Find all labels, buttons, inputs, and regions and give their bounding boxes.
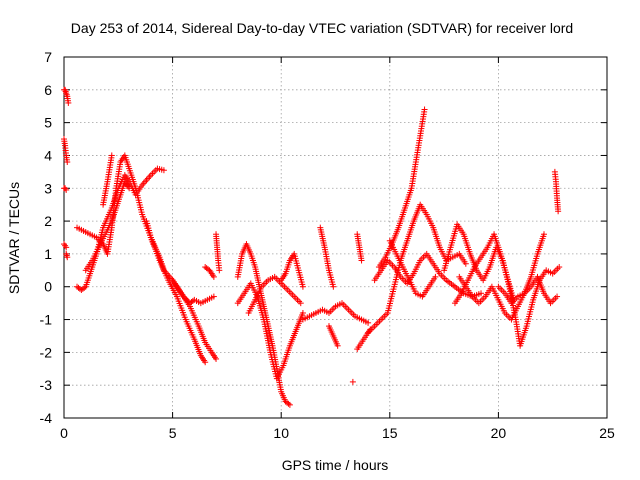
- y-tick-label: 4: [44, 147, 52, 163]
- y-tick-label: 0: [44, 279, 52, 295]
- data-point: [365, 319, 372, 326]
- data-point: [330, 283, 337, 290]
- data-point: [358, 257, 365, 264]
- gridlines: [64, 57, 607, 418]
- data-point: [421, 106, 428, 113]
- x-tick-label: 5: [169, 425, 177, 441]
- data-point: [349, 378, 356, 385]
- data-point: [541, 231, 548, 238]
- data-point: [160, 167, 167, 174]
- y-tick-label: -4: [40, 410, 53, 426]
- data-point: [297, 300, 304, 307]
- x-tick-label: 15: [382, 425, 398, 441]
- data-point: [108, 152, 115, 159]
- data-point: [556, 264, 563, 271]
- data-point: [210, 293, 217, 300]
- data-point: [126, 185, 133, 192]
- data-point: [216, 267, 223, 274]
- data-point: [554, 293, 561, 300]
- data-point: [63, 244, 70, 251]
- data-point: [285, 400, 292, 407]
- y-tick-label: 2: [44, 213, 52, 229]
- x-tick-label: 0: [60, 425, 68, 441]
- data-point: [478, 290, 485, 297]
- data-point: [299, 283, 306, 290]
- y-tick-label: 7: [44, 49, 52, 65]
- y-tick-label: -1: [40, 312, 53, 328]
- y-tick-label: 6: [44, 82, 52, 98]
- x-axis-label: GPS time / hours: [282, 457, 389, 473]
- plot-frame: [63, 56, 608, 419]
- data-point: [65, 99, 72, 106]
- y-tick-label: -2: [40, 344, 53, 360]
- chart-title: Day 253 of 2014, Sidereal Day-to-day VTE…: [71, 20, 573, 36]
- axis-ticks: 0 5 10 15 20 25 -4 -3 -2 -1 0 1 2 3 4 5 6 7: [40, 49, 615, 441]
- x-tick-label: 25: [599, 425, 615, 441]
- data-point: [286, 401, 293, 408]
- data-point: [210, 273, 217, 280]
- y-tick-label: 3: [44, 180, 52, 196]
- data-point: [334, 342, 341, 349]
- x-tick-label: 20: [491, 425, 507, 441]
- data-point: [299, 309, 306, 316]
- scatter-points: [61, 86, 563, 408]
- data-point: [432, 273, 439, 280]
- data-point: [63, 186, 70, 193]
- y-tick-label: -3: [40, 377, 53, 393]
- data-point: [213, 355, 220, 362]
- y-axis-label: SDTVAR / TECUs: [6, 182, 22, 294]
- data-point: [81, 284, 88, 291]
- data-point: [64, 159, 71, 166]
- data-point: [205, 266, 212, 273]
- data-point: [202, 359, 209, 366]
- data-point: [555, 208, 562, 215]
- x-tick-label: 10: [273, 425, 289, 441]
- data-point: [64, 254, 71, 261]
- data-point: [462, 260, 469, 267]
- y-tick-label: 5: [44, 115, 52, 131]
- y-tick-label: 1: [44, 246, 52, 262]
